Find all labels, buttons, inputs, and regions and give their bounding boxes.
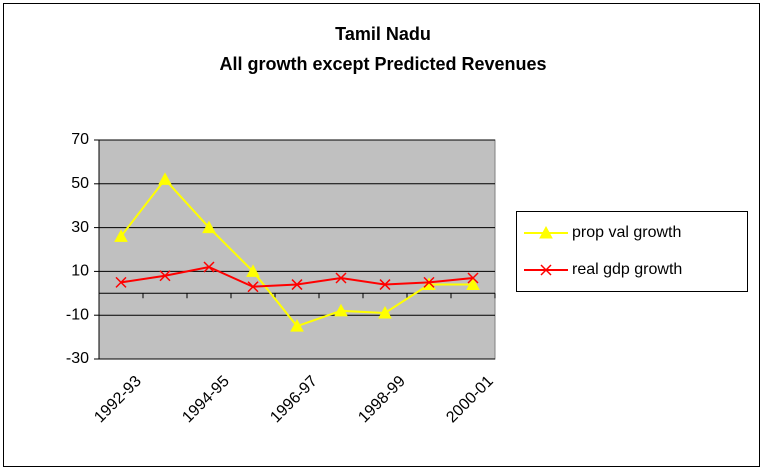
y-tick-label: 10 (71, 263, 89, 280)
marker (203, 261, 215, 273)
chart-subtitle: All growth except Predicted Revenues (219, 54, 546, 74)
marker (291, 279, 303, 291)
marker (335, 272, 347, 284)
legend-box (516, 211, 748, 292)
y-tick-label: 50 (71, 175, 89, 192)
chart-title: Tamil Nadu (335, 24, 431, 44)
marker (159, 270, 171, 282)
marker (115, 276, 127, 288)
marker (158, 172, 172, 185)
marker (290, 319, 304, 332)
marker (378, 305, 392, 319)
marker (247, 281, 259, 293)
legend-marker (540, 264, 552, 276)
y-tick-label: 30 (71, 219, 89, 236)
marker (114, 229, 128, 242)
y-tick-label: -30 (66, 350, 89, 367)
marker (466, 277, 480, 291)
marker (202, 220, 216, 234)
marker (423, 276, 435, 288)
legend-marker (539, 225, 553, 239)
marker (379, 279, 391, 291)
marker (334, 303, 348, 317)
y-tick-label: -10 (66, 306, 89, 323)
marker (422, 277, 436, 291)
y-tick-label: 70 (71, 131, 89, 148)
legend-label: prop val growth (572, 224, 681, 241)
marker (246, 264, 260, 277)
legend-label: real gdp growth (572, 261, 682, 278)
marker (467, 272, 479, 284)
